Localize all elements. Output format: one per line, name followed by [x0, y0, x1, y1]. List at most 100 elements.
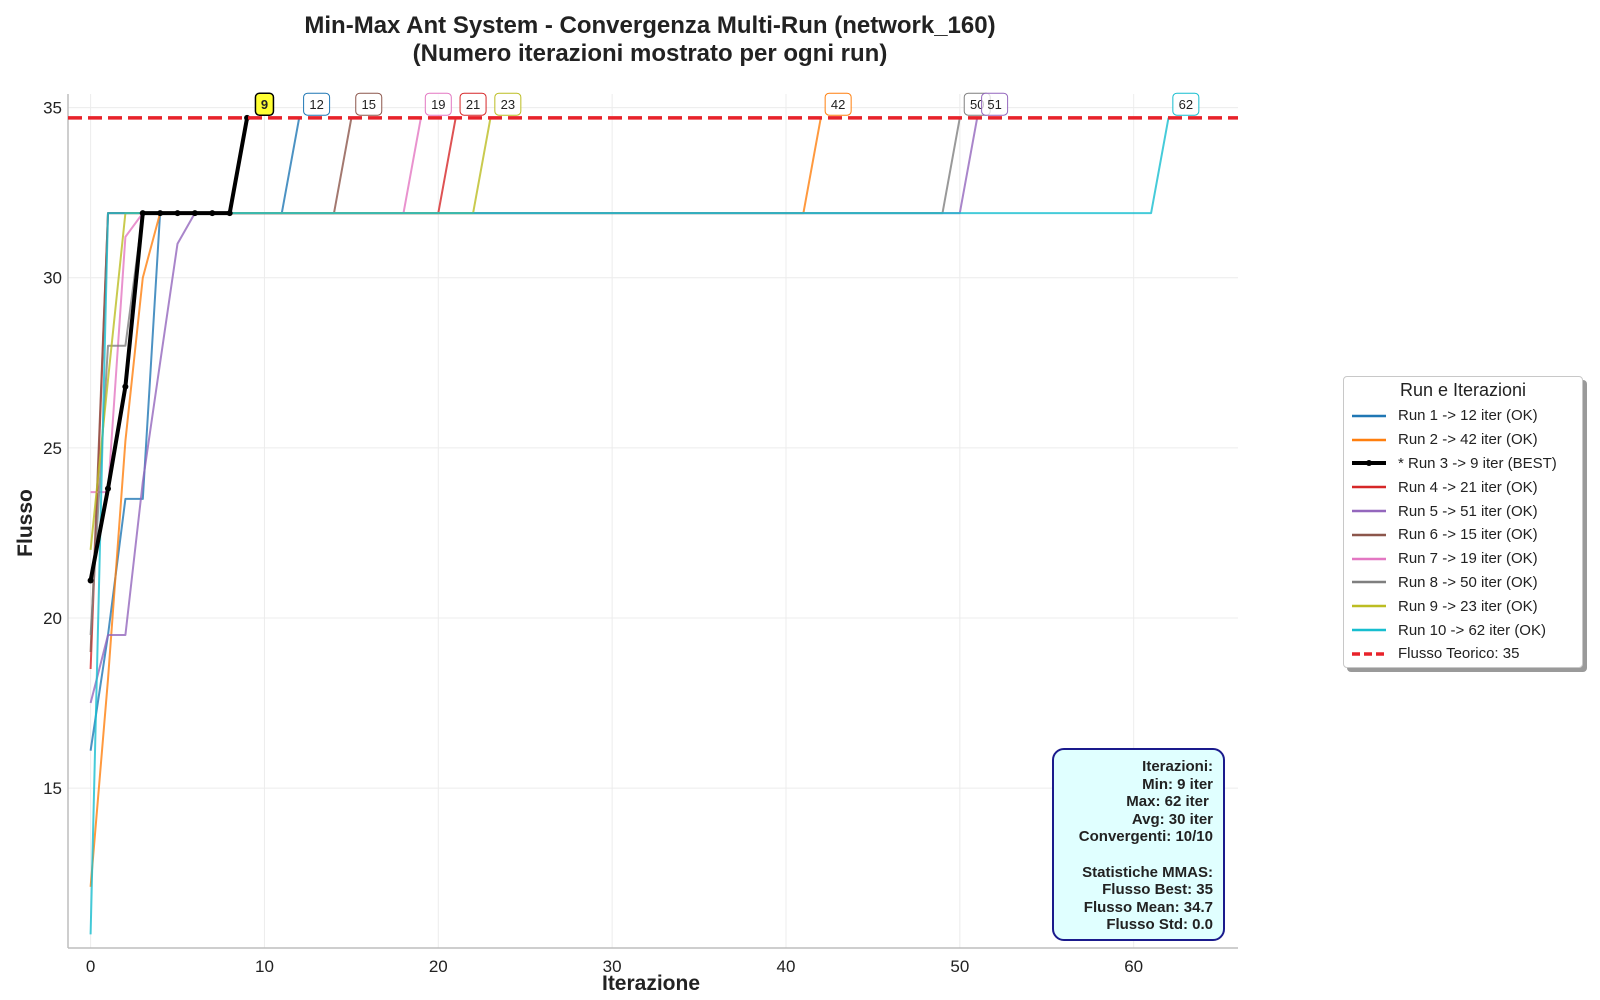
best-run-point: [87, 577, 94, 584]
legend-label: * Run 3 -> 9 iter (BEST): [1398, 454, 1557, 472]
stats-line: Flusso Mean: 34.7: [1083, 898, 1213, 916]
series-lines: [87, 114, 1170, 935]
iteration-badge-label: 51: [987, 97, 1001, 112]
stats-line: Flusso Best: 35: [1102, 881, 1213, 899]
iteration-badge-box: [355, 92, 383, 116]
stats-line: [1062, 846, 1213, 864]
legend-swatch: [1352, 438, 1386, 441]
y-tick-label: 15: [43, 779, 62, 798]
axes: [67, 94, 1238, 949]
legend: Run e Iterazioni Run 1 -> 12 iter (OK) Ru…: [1343, 376, 1583, 668]
y-tick-label: 35: [43, 99, 62, 118]
tick-labels: 0 10 20 30 40 50 60 15 20 25 30 35: [43, 99, 1143, 976]
legend-label: Run 10 -> 62 iter (OK): [1398, 621, 1546, 639]
best-run-point: [191, 210, 198, 217]
iteration-badge-label: 12: [309, 97, 323, 112]
x-tick-label: 20: [429, 957, 448, 976]
grid: [68, 94, 1238, 948]
stats-line: Min: 9 iter: [1142, 775, 1213, 793]
stats-box: Iterazioni: Min: 9 iter Max: 62 iter Avg: …: [1052, 748, 1225, 941]
legend-label: Flusso Teorico: 35: [1398, 645, 1520, 663]
legend-title: Run e Iterazioni: [1399, 380, 1527, 400]
legend-label: Run 7 -> 19 iter (OK): [1398, 550, 1538, 568]
legend-item: Run 1 -> 12 iter (OK): [1344, 404, 1582, 428]
y-tick-label: 30: [43, 269, 62, 288]
best-run-point: [104, 485, 111, 492]
x-tick-label: 50: [950, 957, 969, 976]
x-tick-label: 60: [1124, 957, 1143, 976]
iteration-badge-label: 15: [362, 97, 376, 112]
series-line-run-9: [89, 117, 492, 551]
legend-label: Run 2 -> 42 iter (OK): [1398, 431, 1538, 449]
stats-line: Max: 62 iter: [1126, 793, 1213, 811]
legend-swatch: [1352, 414, 1386, 418]
legend-label: Run 8 -> 50 iter (OK): [1398, 573, 1538, 591]
chart-title: Min-Max Ant System - Convergenza Multi-R…: [304, 12, 995, 39]
iteration-badge-box: [303, 92, 331, 116]
best-run-point: [122, 383, 129, 390]
series-line-run-3: [88, 117, 250, 581]
stats-line: Statistiche MMAS:: [1082, 863, 1213, 881]
iteration-badges: 9 12 15 19 21 23 42 50 51 62: [254, 92, 1200, 116]
iteration-badge-box: [459, 92, 487, 116]
legend-item: Run 2 -> 42 iter (OK): [1344, 428, 1582, 452]
best-run-point: [174, 210, 181, 217]
legend-label: Run 4 -> 21 iter (OK): [1398, 478, 1538, 496]
legend-swatch: [1352, 557, 1386, 560]
legend-swatch: [1352, 533, 1386, 537]
legend-item: Run 8 -> 50 iter (OK): [1344, 571, 1582, 595]
iteration-badge-box: [424, 92, 452, 116]
series-line-run-6: [89, 117, 353, 653]
best-run-point: [139, 210, 146, 217]
stats-line: Convergenti: 10/10: [1078, 828, 1213, 846]
x-tick-label: 40: [777, 957, 796, 976]
chart-subtitle: (Numero iterazioni mostrato per ogni run…: [413, 40, 888, 67]
x-tick-label: 0: [86, 957, 95, 976]
series-line-run-2: [89, 117, 822, 887]
legend-item: Run 5 -> 51 iter (OK): [1344, 499, 1582, 523]
stats-line: Flusso Std: 0.0: [1106, 916, 1213, 934]
y-axis-label: Flusso: [14, 489, 37, 557]
best-run-point: [226, 210, 233, 217]
iteration-badge-box: [254, 92, 275, 116]
legend-item: Run 4 -> 21 iter (OK): [1344, 475, 1582, 499]
legend-swatch: [1352, 486, 1386, 489]
series-line-run-8: [89, 117, 961, 636]
series-line-run-7: [90, 117, 422, 494]
series-line-run-4: [89, 117, 457, 670]
legend-swatch: [1352, 581, 1386, 584]
iteration-badge-label: 9: [261, 97, 268, 112]
series-line-run-5: [89, 117, 979, 704]
y-tick-label: 25: [43, 439, 62, 458]
iteration-badge-box: [981, 92, 1009, 116]
legend-item: Run 10 -> 62 iter (OK): [1344, 618, 1582, 642]
iteration-badge-label: 23: [501, 97, 515, 112]
x-tick-label: 10: [255, 957, 274, 976]
iteration-badge-label: 19: [431, 97, 445, 112]
legend-swatch: [1352, 628, 1386, 632]
y-tick-label: 20: [43, 609, 62, 628]
stats-line: Avg: 30 iter: [1131, 810, 1213, 828]
x-axis-label: Iterazione: [602, 972, 700, 995]
legend-label: Run 9 -> 23 iter (OK): [1398, 597, 1538, 615]
legend-label: Run 5 -> 51 iter (OK): [1398, 502, 1538, 520]
x-tick-label: 30: [603, 957, 622, 976]
iteration-badge-label: 50: [970, 97, 984, 112]
legend-item: Run 6 -> 15 iter (OK): [1344, 523, 1582, 547]
iteration-badge-box: [1172, 92, 1200, 116]
legend-swatch: [1352, 605, 1386, 608]
iteration-badge-label: 21: [466, 97, 480, 112]
legend-label: Run 6 -> 15 iter (OK): [1398, 526, 1538, 544]
iteration-badge-box: [824, 92, 852, 116]
iteration-badge-box: [494, 92, 522, 116]
iteration-badge-label: 42: [831, 97, 845, 112]
legend-item: * Run 3 -> 9 iter (BEST): [1344, 452, 1582, 476]
legend-swatch: [1352, 460, 1386, 467]
legend-swatch: [1352, 652, 1386, 656]
best-run-point: [209, 210, 216, 217]
legend-swatch: [1352, 509, 1386, 513]
legend-item: Run 7 -> 19 iter (OK): [1344, 547, 1582, 571]
stats-line: Iterazioni:: [1142, 758, 1213, 775]
legend-item: Flusso Teorico: 35: [1344, 642, 1582, 666]
